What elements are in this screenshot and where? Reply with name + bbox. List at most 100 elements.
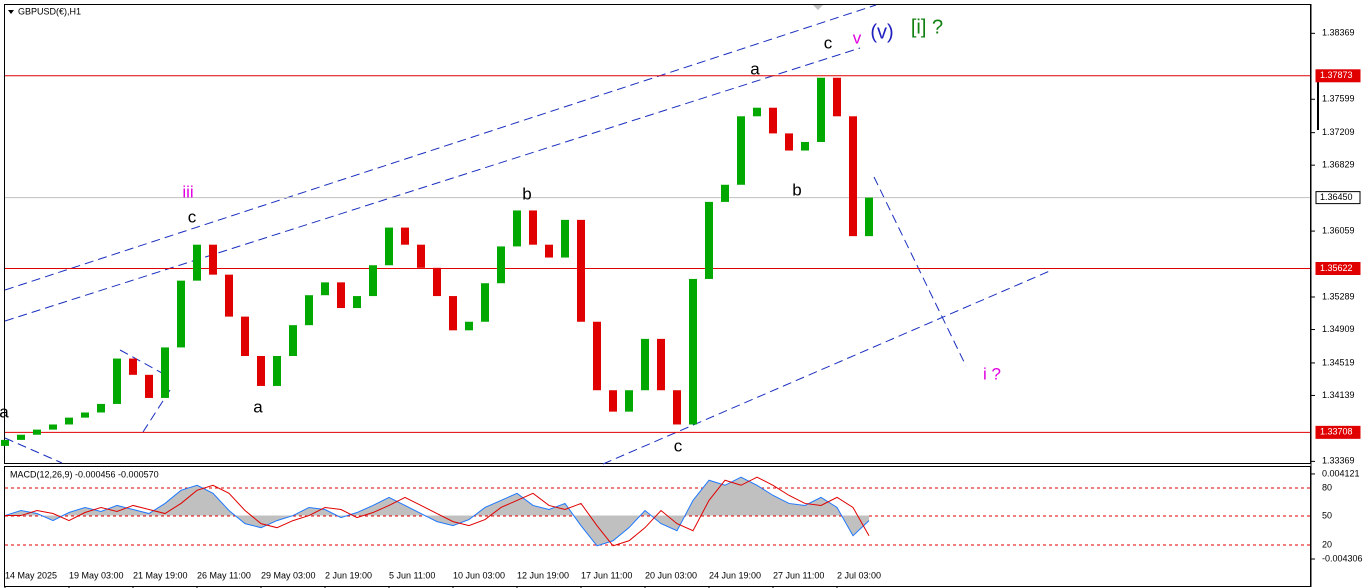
candle	[1, 439, 9, 446]
price-level-box	[1315, 261, 1361, 275]
price-level-label: 1.36450	[1320, 192, 1353, 202]
wave-label: a	[0, 402, 9, 421]
candle	[721, 184, 729, 202]
candle	[689, 278, 697, 425]
candle	[353, 296, 361, 309]
price-level-label: 1.35622	[1320, 263, 1353, 273]
y-tick-label: 1.34519	[1322, 357, 1355, 367]
candle	[369, 265, 377, 297]
y-tick-label: 1.33369	[1322, 456, 1355, 466]
x-tick-label: 2 Jul 03:00	[837, 570, 881, 580]
candle	[481, 283, 489, 322]
price-level-label: 1.37873	[1320, 70, 1353, 80]
x-tick-label: 27 Jun 11:00	[773, 570, 824, 580]
projection-line	[873, 176, 967, 367]
candle	[833, 77, 841, 117]
y-tick-label: 1.35289	[1322, 291, 1355, 301]
price-level-box	[1315, 425, 1361, 439]
x-tick-label: 2 Jun 19:00	[325, 570, 372, 580]
candle	[561, 219, 569, 258]
wave-label: [i] ?	[911, 16, 943, 38]
wave-label: iii	[182, 182, 193, 201]
candle	[785, 133, 793, 151]
candle	[545, 244, 553, 258]
candle	[737, 116, 745, 185]
indicator-tick-label: 0.004121	[1322, 468, 1360, 478]
macd-line	[4, 476, 870, 547]
trend-line	[602, 269, 1053, 465]
candle	[81, 412, 89, 418]
wave-label: b	[522, 184, 531, 203]
candle	[753, 107, 761, 117]
signal-line	[5, 476, 870, 547]
candle	[513, 210, 521, 247]
menu-arrow	[8, 10, 14, 14]
level-label: 50	[1322, 510, 1332, 520]
macd-area	[5, 477, 869, 546]
x-tick-label: 20 Jun 03:00	[645, 570, 697, 580]
candle	[609, 390, 617, 412]
x-tick-label: 5 Jun 11:00	[389, 570, 435, 580]
y-tick-label: 1.36829	[1322, 160, 1355, 170]
x-tick-label: 14 May 2025	[5, 570, 57, 580]
indicator-tick-label: -0.004306	[1322, 553, 1363, 563]
trend-lines	[4, 4, 1053, 465]
candle	[273, 355, 281, 386]
price-level-box	[1315, 191, 1361, 205]
indicator-levels	[5, 487, 1310, 546]
candle	[129, 358, 137, 375]
trend-line	[4, 437, 63, 464]
candle	[17, 434, 25, 440]
trend-line	[4, 47, 861, 322]
candle	[49, 424, 57, 430]
candle	[193, 244, 201, 281]
candle	[257, 355, 265, 386]
x-tick-label: 24 Jun 19:00	[709, 570, 761, 580]
candle	[577, 219, 585, 322]
candle	[849, 116, 857, 237]
y-tick-label: 1.34909	[1322, 324, 1355, 334]
candle	[225, 274, 233, 317]
y-tick-label: 1.37599	[1322, 94, 1355, 104]
candle	[497, 246, 505, 284]
candle	[97, 403, 105, 413]
candle	[337, 282, 345, 309]
x-tick-label: 29 May 03:00	[261, 570, 316, 580]
trend-line	[4, 4, 877, 291]
x-tick-label: 21 May 19:00	[133, 570, 188, 580]
candle	[145, 374, 153, 398]
candle	[449, 296, 457, 331]
level-label: 20	[1322, 539, 1332, 549]
candle	[305, 295, 313, 326]
trend-line	[142, 389, 171, 433]
candle	[625, 390, 633, 412]
y-tick-label: 1.37209	[1322, 127, 1355, 137]
candle	[433, 267, 441, 297]
candle	[417, 244, 425, 268]
candle	[161, 347, 169, 398]
candle	[241, 316, 249, 356]
candle	[529, 210, 537, 245]
wave-label: i ?	[983, 364, 1001, 383]
candle	[113, 358, 121, 404]
candle	[385, 227, 393, 266]
candle	[401, 227, 409, 245]
candle	[177, 280, 185, 348]
candle	[209, 244, 217, 275]
x-tick-label: 12 Jun 19:00	[517, 570, 569, 580]
wave-label: c	[674, 436, 683, 455]
candle	[33, 429, 41, 435]
wave-label: (v)	[870, 21, 893, 43]
level-label: 80	[1322, 482, 1332, 492]
candle	[865, 197, 873, 237]
candle	[289, 325, 297, 356]
candle	[65, 417, 73, 425]
candle	[465, 321, 473, 331]
candle	[673, 390, 681, 425]
x-tick-label: 19 May 03:00	[69, 570, 124, 580]
candle	[705, 201, 713, 279]
wave-label: c	[188, 207, 197, 226]
wave-label: b	[792, 180, 801, 199]
price-level-box	[1315, 69, 1361, 83]
